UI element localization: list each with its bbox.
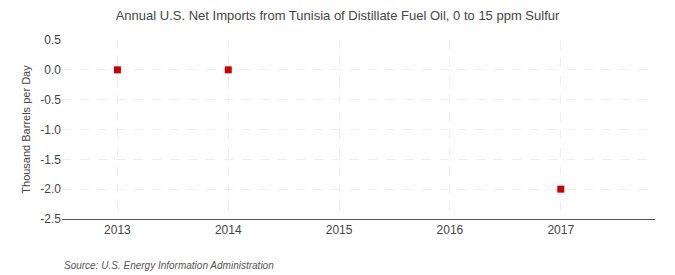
- svg-text:2013: 2013: [104, 223, 131, 237]
- svg-text:-0.5: -0.5: [40, 93, 61, 107]
- svg-text:2017: 2017: [547, 223, 574, 237]
- svg-text:Thousand Barrels per Day: Thousand Barrels per Day: [20, 65, 32, 194]
- svg-text:Source: U.S. Energy Informatio: Source: U.S. Energy Information Administ…: [64, 260, 274, 271]
- svg-text:2016: 2016: [437, 223, 464, 237]
- svg-text:-1.5: -1.5: [40, 153, 61, 167]
- svg-text:-1.0: -1.0: [40, 123, 61, 137]
- svg-text:-2.5: -2.5: [40, 212, 61, 226]
- svg-text:2014: 2014: [215, 223, 242, 237]
- svg-text:-2.0: -2.0: [40, 182, 61, 196]
- svg-text:Annual U.S. Net Imports from T: Annual U.S. Net Imports from Tunisia of …: [116, 8, 560, 23]
- svg-text:0.5: 0.5: [44, 33, 61, 47]
- svg-text:0.0: 0.0: [44, 63, 61, 77]
- svg-text:2015: 2015: [326, 223, 353, 237]
